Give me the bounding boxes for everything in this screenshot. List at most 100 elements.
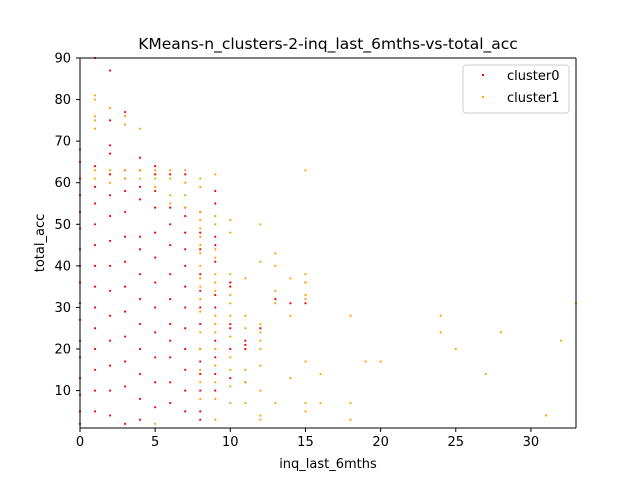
- data-point: [199, 397, 202, 400]
- data-point: [154, 169, 157, 172]
- data-point: [123, 335, 127, 338]
- data-point: [244, 401, 247, 405]
- data-point: [108, 152, 112, 155]
- data-point: [169, 356, 172, 359]
- data-point: [289, 314, 292, 317]
- data-point: [274, 298, 277, 301]
- data-point: [214, 223, 217, 226]
- x-tick-label: 30: [523, 435, 540, 450]
- data-point: [319, 401, 322, 405]
- data-point: [214, 289, 217, 292]
- data-point: [289, 277, 292, 280]
- data-point: [139, 156, 142, 159]
- data-point: [93, 389, 97, 392]
- data-point: [229, 327, 232, 330]
- data-point: [499, 331, 502, 334]
- data-point: [154, 406, 157, 409]
- data-point: [108, 239, 112, 243]
- data-point: [93, 202, 97, 205]
- data-point: [93, 368, 97, 371]
- data-point: [169, 298, 172, 301]
- data-point: [123, 260, 127, 263]
- data-point: [214, 389, 217, 392]
- data-point: [484, 372, 487, 376]
- data-point: [199, 185, 202, 188]
- chart-title: KMeans-n_clusters-2-inq_last_6mths-vs-to…: [138, 35, 518, 54]
- data-point: [229, 335, 232, 338]
- y-tick-label: 90: [54, 52, 71, 67]
- data-point: [154, 231, 157, 234]
- data-point: [244, 381, 247, 384]
- legend-label-cluster0: cluster0: [507, 69, 559, 84]
- data-point: [274, 264, 277, 267]
- data-point: [199, 389, 202, 392]
- data-point: [93, 169, 97, 172]
- x-tick-label: 10: [222, 435, 239, 450]
- axes-frame: [79, 57, 577, 429]
- data-point: [274, 289, 277, 292]
- data-point: [123, 210, 127, 213]
- data-point: [199, 231, 202, 234]
- data-point: [184, 231, 187, 234]
- data-point: [139, 273, 142, 276]
- data-point: [289, 302, 292, 305]
- data-point: [184, 206, 187, 209]
- data-point: [108, 106, 112, 109]
- data-point: [214, 256, 217, 259]
- data-point: [259, 322, 262, 326]
- data-point: [108, 364, 112, 367]
- data-point: [154, 381, 157, 384]
- y-tick-label: 40: [54, 259, 71, 274]
- data-point: [259, 331, 262, 334]
- data-point: [244, 314, 247, 317]
- x-tick-label: 0: [76, 435, 84, 450]
- data-point: [184, 264, 187, 267]
- data-point: [169, 223, 172, 226]
- data-point: [259, 260, 262, 263]
- data-point: [108, 314, 112, 317]
- data-point: [349, 401, 352, 405]
- series-cluster1: [93, 94, 578, 425]
- data-point: [123, 310, 127, 313]
- data-point: [229, 285, 232, 288]
- data-point: [154, 206, 157, 209]
- y-tick-label: 80: [54, 93, 71, 108]
- data-point: [154, 185, 157, 188]
- data-point: [304, 281, 307, 284]
- data-point: [199, 322, 202, 326]
- data-point: [454, 347, 457, 351]
- data-point: [139, 235, 142, 238]
- y-tick-label: 70: [54, 135, 71, 150]
- data-point: [439, 314, 442, 317]
- y-tick-label: 30: [54, 301, 71, 316]
- data-point: [559, 339, 563, 342]
- data-point: [229, 347, 232, 351]
- data-point: [139, 248, 142, 251]
- data-point: [199, 368, 202, 371]
- data-point: [139, 185, 142, 188]
- data-point: [214, 314, 217, 317]
- data-point: [199, 273, 202, 276]
- data-point: [93, 306, 97, 309]
- data-point: [259, 347, 262, 351]
- data-point: [259, 339, 262, 342]
- data-point: [169, 273, 172, 276]
- data-point: [214, 347, 217, 351]
- data-point: [169, 194, 172, 197]
- data-point: [259, 418, 262, 421]
- data-point: [154, 281, 157, 284]
- data-point: [229, 368, 232, 371]
- data-point: [154, 256, 157, 259]
- data-point: [108, 339, 112, 342]
- data-point: [199, 243, 202, 247]
- data-point: [199, 235, 202, 238]
- data-point: [108, 289, 112, 292]
- data-point: [108, 214, 112, 218]
- data-point: [214, 189, 217, 193]
- data-point: [93, 185, 97, 188]
- data-point: [139, 347, 142, 351]
- data-point: [244, 277, 247, 280]
- data-point: [184, 214, 187, 218]
- data-point: [199, 277, 202, 280]
- data-point: [139, 298, 142, 301]
